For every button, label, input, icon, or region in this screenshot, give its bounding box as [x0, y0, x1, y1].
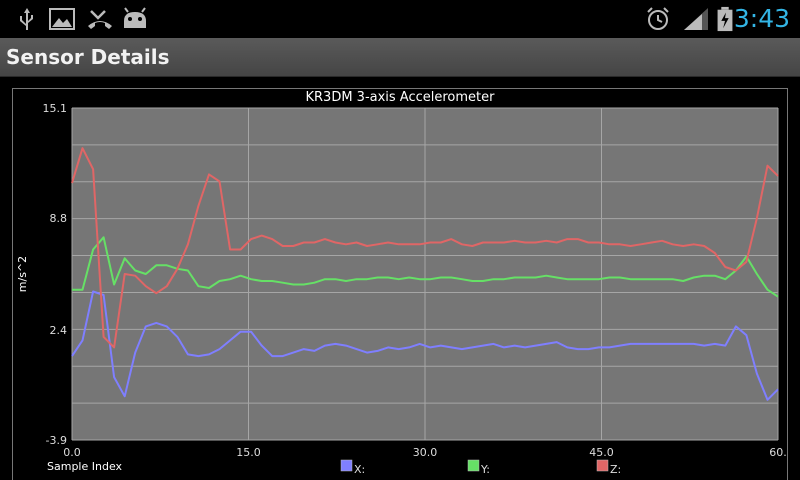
missed-call-icon	[88, 10, 112, 29]
y-tick-label: 2.4	[50, 324, 68, 337]
x-tick-label: 0.0	[63, 446, 81, 459]
action-bar: Sensor Details	[0, 38, 800, 77]
clock: 3:43	[733, 4, 790, 33]
series-line-z	[71, 147, 779, 349]
status-bar: 3:43	[0, 0, 800, 38]
battery-charging-icon	[717, 6, 733, 32]
x-tick-label: 30.0	[413, 446, 438, 459]
x-tick-label: 45.0	[589, 446, 614, 459]
y-tick-label: 8.8	[50, 212, 68, 225]
x-axis-label: Sample Index	[47, 460, 123, 473]
signal-icon	[684, 8, 708, 30]
x-tick-label: 15.0	[236, 446, 261, 459]
legend-label: Y:	[480, 463, 490, 476]
y-tick-label: -3.9	[46, 434, 67, 447]
alarm-icon	[647, 7, 669, 30]
x-tick-label: 60.	[769, 446, 787, 459]
series-line-x	[71, 290, 779, 401]
series-line-y	[72, 236, 779, 298]
legend-swatch	[467, 459, 480, 472]
y-axis-label: m/s^2	[16, 256, 29, 292]
android-debug-icon	[124, 7, 146, 28]
usb-icon	[20, 8, 33, 30]
legend-swatch	[596, 459, 609, 472]
chart-title: KR3DM 3-axis Accelerometer	[305, 90, 495, 105]
legend-label: Z:	[610, 463, 621, 476]
legend-swatch	[340, 459, 353, 472]
image-icon	[49, 8, 75, 30]
y-tick-label: 15.1	[43, 102, 68, 115]
page-title: Sensor Details	[6, 45, 170, 69]
legend-label: X:	[354, 463, 365, 476]
